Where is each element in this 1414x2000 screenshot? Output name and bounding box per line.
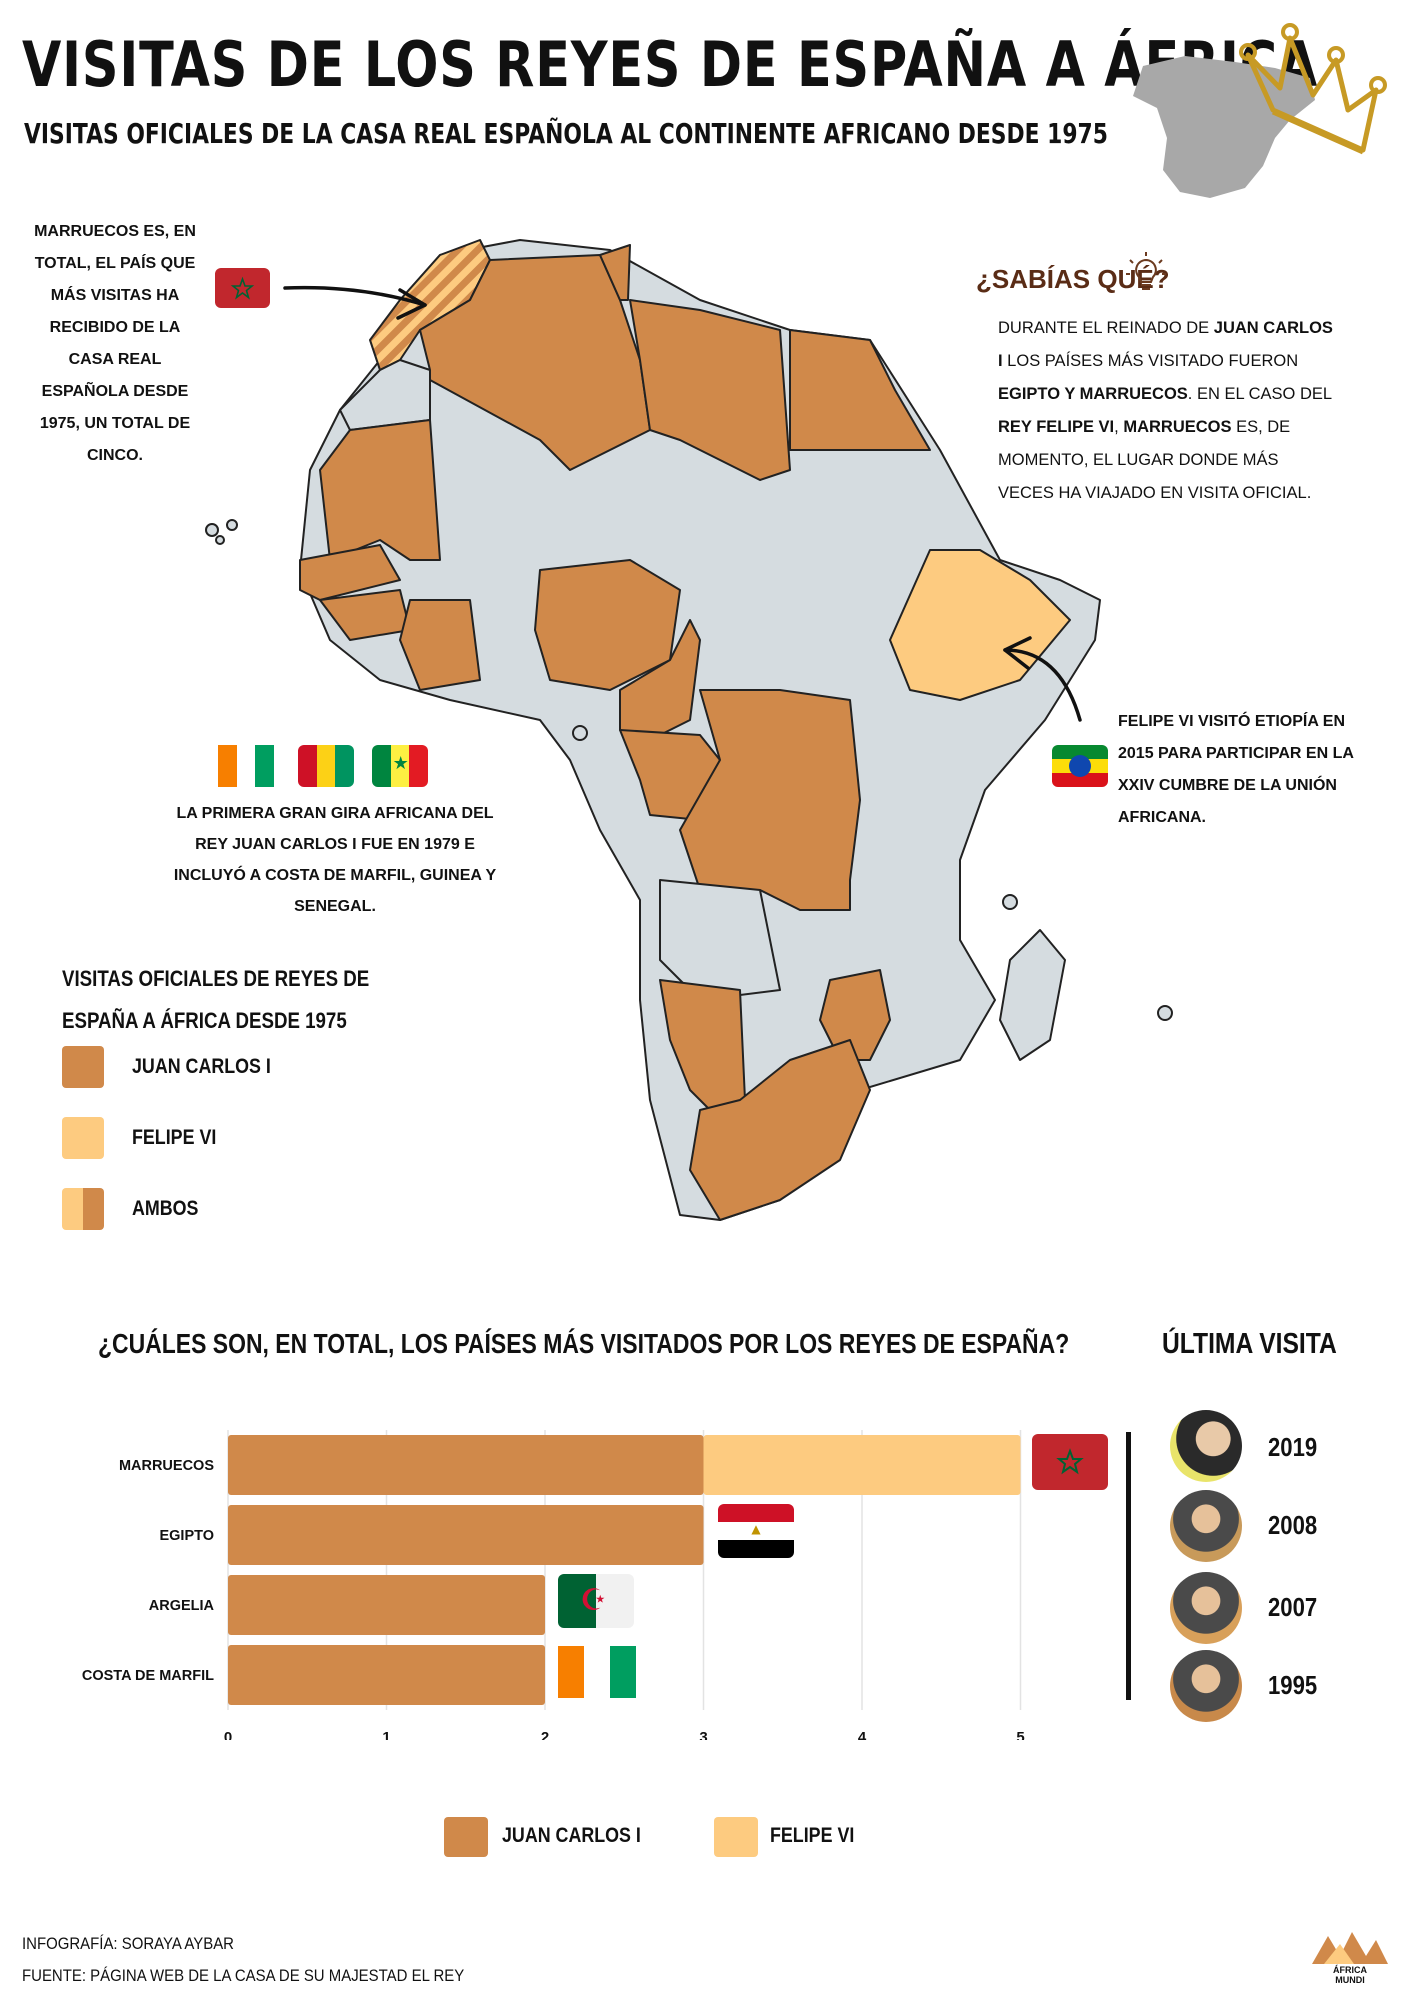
x-tick-label: 0	[224, 1729, 232, 1740]
map-legend-title: VISITAS OFICIALES DE REYES DE ESPAÑA A ÁF…	[62, 966, 370, 1033]
avatar-felipe	[1170, 1410, 1242, 1482]
nigeria-region	[534, 559, 681, 691]
algeria-flag-icon: ☪	[558, 1574, 634, 1628]
year-label: 2007	[1268, 1592, 1318, 1622]
source: FUENTE: PÁGINA WEB DE LA CASA DE SU MAJE…	[22, 1966, 465, 1985]
x-tick-label: 3	[699, 1729, 707, 1740]
x-tick-label: 4	[858, 1729, 867, 1740]
ethiopia-note: FELIPE VI VISITÓ ETIOPÍA EN 2015 PARA PA…	[1118, 713, 1354, 826]
morocco-region	[369, 239, 491, 371]
legend-label-felipe: FELIPE VI	[132, 1126, 217, 1149]
bar-juan-carlos-i	[228, 1505, 704, 1565]
x-tick-label: 5	[1016, 1729, 1024, 1740]
africa-mundi-logo-icon	[1312, 1932, 1388, 1964]
madagascar-region	[999, 929, 1066, 1061]
ivory-coast-flag-icon	[218, 745, 274, 787]
year-label: 1995	[1268, 1670, 1318, 1700]
lightbulb-icon	[1126, 252, 1166, 290]
main-title: VISITAS DE LOS REYES DE ESPAÑA A ÁFRICA	[22, 28, 1319, 101]
year-label: 2019	[1268, 1432, 1318, 1462]
last-visit-title: ÚLTIMA VISITA	[1162, 1328, 1337, 1360]
ethiopia-region	[889, 549, 1071, 701]
avatar-juan-carlos	[1170, 1572, 1242, 1644]
ethiopia-flag-icon	[1052, 745, 1108, 787]
africa-mundi-logo-text: ÁFRICA MUNDI	[1333, 1965, 1367, 1985]
chart-title: ¿CUÁLES SON, EN TOTAL, LOS PAÍSES MÁS VI…	[98, 1328, 1070, 1359]
ivory-coast-flag-icon	[558, 1646, 636, 1698]
bar-juan-carlos-i	[228, 1645, 545, 1705]
legend-label-both: AMBOS	[132, 1197, 199, 1220]
credit: INFOGRAFÍA: SORAYA AYBAR	[22, 1934, 234, 1953]
chart-legend-label-felipe: FELIPE VI	[770, 1824, 855, 1847]
egypt-region	[789, 329, 931, 451]
chart-legend-label-juan-carlos: JUAN CARLOS I	[502, 1824, 641, 1847]
crown-icon	[1239, 23, 1387, 155]
africa-map	[205, 239, 1173, 1221]
chart-legend-swatch-juan-carlos	[444, 1817, 488, 1857]
morocco-note: MARRUECOS ES, EN TOTAL, EL PAÍS QUE MÁS …	[34, 223, 196, 464]
bar-juan-carlos-i	[228, 1575, 545, 1635]
egypt-flag-icon: ▲	[718, 1504, 794, 1558]
sabias-body: DURANTE EL REINADO DE JUAN CARLOS I LOS …	[998, 319, 1333, 502]
x-tick-label: 2	[541, 1729, 549, 1740]
category-label: COSTA DE MARFIL	[82, 1668, 214, 1684]
guinea-flag-icon	[298, 745, 354, 787]
x-tick-label: 1	[382, 1729, 390, 1740]
drc-region	[679, 689, 861, 911]
sabias-title: ¿SABÍAS QUÉ?	[976, 264, 1170, 294]
avatar-juan-carlos	[1170, 1650, 1242, 1722]
year-label: 2008	[1268, 1510, 1318, 1540]
category-label: EGIPTO	[159, 1528, 214, 1544]
subtitle: VISITAS OFICIALES DE LA CASA REAL ESPAÑO…	[24, 117, 1108, 150]
bar-juan-carlos-i	[228, 1435, 704, 1495]
avatar-juan-carlos	[1170, 1490, 1242, 1562]
bar-felipe-vi	[703, 1435, 1021, 1495]
divider	[1126, 1432, 1131, 1700]
legend-swatch-juan-carlos	[62, 1046, 104, 1088]
morocco-flag-icon	[215, 268, 270, 308]
ivory-coast-region	[399, 599, 481, 691]
bar-chart: 0 1 2 3 4 5 MARRUECOS EGIPTO ARGELIA COSTA DE MAR…	[82, 1430, 1025, 1740]
south-africa-region	[689, 1039, 871, 1221]
legend-swatch-felipe	[62, 1117, 104, 1159]
legend-swatch-both	[62, 1188, 104, 1230]
first-tour-note: LA PRIMERA GRAN GIRA AFRICANA DEL REY JU…	[173, 805, 497, 915]
legend-label-juan-carlos: JUAN CARLOS I	[132, 1055, 271, 1078]
morocco-flag-icon	[1032, 1434, 1108, 1490]
category-label: ARGELIA	[149, 1598, 215, 1614]
libya-region	[629, 299, 791, 481]
chart-legend-swatch-felipe	[714, 1817, 758, 1857]
spain-map-icon	[1133, 56, 1315, 198]
mozambique-region	[819, 969, 891, 1061]
senegal-flag-icon: ★	[372, 745, 428, 787]
category-label: MARRUECOS	[119, 1458, 214, 1474]
